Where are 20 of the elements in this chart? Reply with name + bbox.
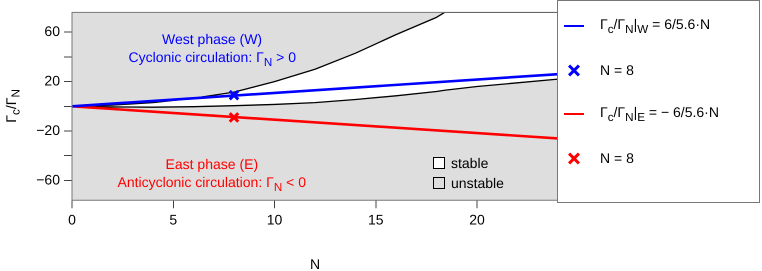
x-tick-label: 10 — [266, 211, 282, 228]
annotation: East phase (E) — [166, 156, 258, 172]
legend-label: N = 8 — [600, 150, 634, 166]
x-tick-label: 20 — [469, 211, 485, 228]
annotation: Cyclonic circulation: Γ$_{N}$ > 0 — [128, 49, 296, 72]
legend-label: stable — [451, 155, 488, 172]
x-tick-label: 0 — [68, 211, 76, 228]
legend-label: N = 8 — [600, 62, 634, 78]
legend-label: Γ$_{c}$/Γ$_{N}$|$_{E}$ = − 6/5.6·N — [600, 104, 719, 124]
legend-label: Γ$_{c}$/Γ$_{N}$|$_{W}$ = 6/5.6·N — [600, 16, 710, 36]
annotation: Anticyclonic circulation: Γ$_{N}$ < 0 — [118, 174, 306, 196]
y-tick-label: 20 — [44, 72, 60, 88]
x-axis-title: N — [310, 256, 320, 271]
x-tick-label: 5 — [169, 211, 178, 228]
x-tick-label: 15 — [368, 211, 384, 228]
annotation: West phase (W) — [162, 31, 262, 48]
y-tick-label: 60 — [44, 23, 60, 40]
y-tick-label: −20 — [36, 122, 60, 138]
y-tick-label: −60 — [36, 171, 60, 188]
band-label: unstable — [451, 175, 504, 192]
